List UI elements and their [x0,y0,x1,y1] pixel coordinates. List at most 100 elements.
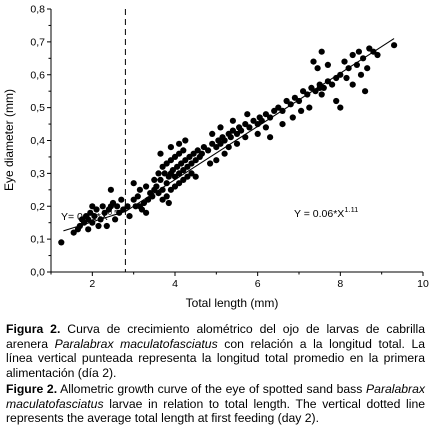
y-tick-label: 0,1 [30,234,45,246]
data-point [262,111,269,118]
data-point [337,104,344,111]
data-point [134,193,141,200]
data-point [229,117,236,124]
y-tick-label: 0,6 [30,69,45,81]
data-point [298,107,305,114]
data-point [391,42,398,49]
data-point [176,180,183,187]
y-tick-label: 0,7 [30,36,45,48]
data-point [244,111,251,118]
x-tick-label: 10 [417,278,429,290]
data-point [169,167,176,174]
data-point [318,48,325,55]
data-point [227,134,234,141]
x-tick-label: 8 [337,278,343,290]
data-point [85,226,92,233]
data-point [180,147,187,154]
data-point [221,137,228,144]
data-point [238,127,245,134]
data-point [279,121,286,128]
caption-text: larvae in relation to total length. The … [6,396,425,426]
data-point [254,130,261,137]
data-point [78,216,86,223]
data-point [188,160,195,167]
y-tick-label: 0,2 [30,201,45,213]
data-point [107,203,114,210]
x-axis-label: Total length (mm) [186,296,279,310]
data-point [188,170,195,177]
equation-right: Y = 0.06*X1.11 [294,205,358,220]
data-point [246,124,253,131]
data-point [99,203,106,210]
data-point [221,150,228,157]
data-point [112,216,119,223]
data-point [306,104,313,111]
y-tick-label: 0,4 [30,135,45,147]
data-point [275,104,282,111]
data-point [124,203,131,210]
data-point [120,206,127,213]
data-point [163,180,170,187]
data-point [103,222,110,230]
chart: 2 4 6 8 10 0,0 0,1 0,2 0,3 0,4 0,5 0,6 0,7 0,8 Y= 0.1… [2,4,429,310]
data-point [233,140,241,147]
data-point [300,88,307,95]
data-point [89,203,96,210]
data-point [182,137,189,144]
data-point [165,199,172,207]
fit-line [125,38,395,212]
species-name: Paralabrax maculatofasciatus [54,336,218,351]
data-point [364,65,371,72]
axes: 2 4 6 8 10 0,0 0,1 0,2 0,3 0,4 0,5 0,6 0,7 0,8 [30,4,429,290]
data-point [200,144,207,151]
caption-text: con relación a la longitud total. La lín… [6,336,425,380]
y-tick-label: 0,0 [30,267,45,279]
data-point [155,170,162,177]
data-point [295,97,303,105]
caption-spanish: Figura 2. Curva de crecimiento alométric… [6,322,425,380]
data-point [217,124,224,131]
data-point [349,81,356,88]
data-point [329,81,336,88]
fit-line [63,210,126,232]
data-point [70,229,77,236]
species-name: Paralabrax maculatofasciatus [6,382,425,411]
data-point [362,88,369,95]
data-point [163,160,170,167]
data-point [138,206,145,213]
caption-label: Figura 2. [6,322,61,336]
caption-text: Allometric growth curve of the eye of sp… [57,382,367,396]
data-point [209,130,216,137]
data-point [101,209,108,216]
data-point [314,65,321,72]
data-point [198,150,205,157]
y-tick-label: 0,5 [30,102,45,114]
data-point [58,239,65,246]
caption-label: Figure 2. [6,382,58,396]
data-point [213,157,220,164]
fit-lines [63,38,395,232]
data-point [176,140,183,147]
data-point [93,206,100,213]
data-point [250,117,257,124]
data-point [151,176,158,183]
data-point [91,213,98,220]
data-point [207,160,214,167]
data-point [153,183,160,190]
data-point [176,170,183,177]
data-point [205,147,212,154]
y-axis-label: Eye diameter (mm) [2,89,16,191]
data-point [374,51,381,59]
data-point [163,193,170,200]
data-point [192,173,199,180]
data-point [318,91,325,98]
data-points [58,42,398,246]
y-tick-label: 0,3 [30,168,45,180]
data-point [114,203,121,210]
data-point [357,71,365,78]
data-point [167,144,174,151]
data-point [107,186,114,193]
data-point [343,74,350,82]
data-point [262,124,269,131]
x-tick-label: 4 [172,278,178,290]
